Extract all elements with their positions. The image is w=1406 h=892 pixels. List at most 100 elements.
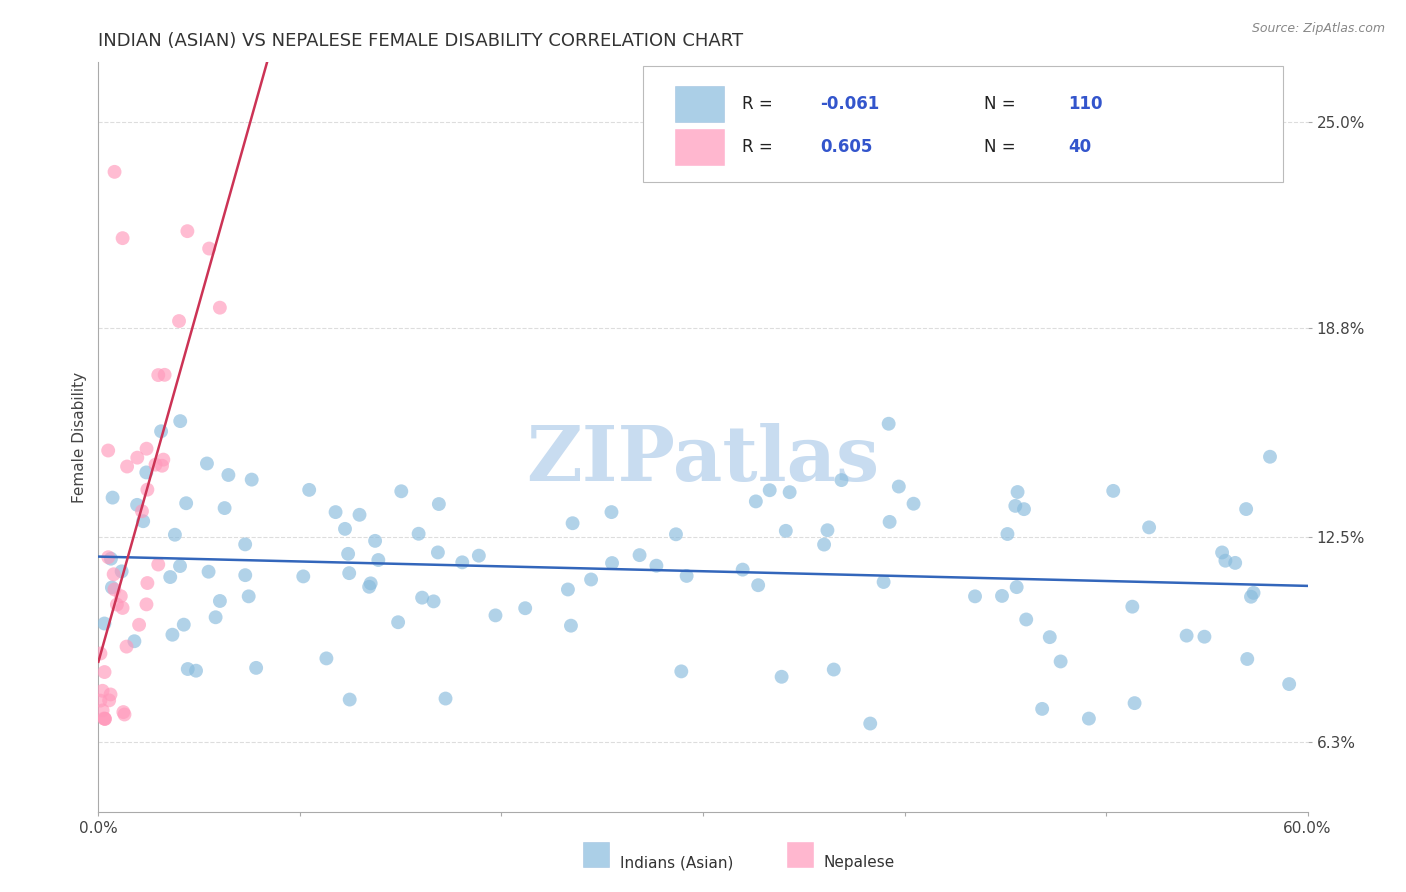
Point: [136, 576, 159, 591]
Point: [135, 466, 157, 480]
Point: [1175, 629, 1198, 643]
Point: [292, 569, 315, 583]
Point: [1194, 630, 1216, 644]
Point: [97, 443, 120, 458]
Point: [208, 594, 231, 608]
Point: [111, 231, 134, 245]
Point: [103, 165, 125, 179]
Text: 0.605: 0.605: [820, 138, 873, 156]
Point: [128, 617, 150, 632]
Point: [101, 491, 124, 505]
Point: [114, 707, 136, 722]
Point: [169, 559, 191, 574]
Point: [665, 527, 688, 541]
Point: [877, 417, 900, 431]
Point: [214, 501, 236, 516]
Text: 40: 40: [1069, 138, 1091, 156]
FancyBboxPatch shape: [675, 87, 724, 122]
Point: [887, 479, 910, 493]
Point: [775, 524, 797, 538]
Point: [93, 665, 115, 679]
Point: [675, 569, 697, 583]
Point: [89, 647, 111, 661]
Text: Source: ZipAtlas.com: Source: ZipAtlas.com: [1251, 22, 1385, 36]
Point: [177, 662, 200, 676]
Point: [162, 628, 184, 642]
Point: [1215, 554, 1237, 568]
Point: [817, 523, 839, 537]
Text: -0.061: -0.061: [820, 95, 880, 113]
Point: [184, 664, 207, 678]
Point: [94, 712, 117, 726]
Point: [1236, 652, 1258, 666]
Point: [93, 711, 115, 725]
Point: [339, 692, 361, 706]
Point: [115, 640, 138, 654]
Point: [100, 688, 122, 702]
Point: [127, 450, 149, 465]
Point: [1039, 630, 1062, 644]
Point: [337, 547, 360, 561]
Point: [94, 712, 117, 726]
Point: [333, 522, 356, 536]
Point: [240, 473, 263, 487]
Text: N =: N =: [984, 95, 1021, 113]
Point: [872, 574, 894, 589]
Point: [110, 589, 132, 603]
Point: [233, 568, 256, 582]
Point: [359, 580, 381, 594]
Point: [561, 516, 583, 531]
Text: Indians (Asian): Indians (Asian): [620, 855, 734, 870]
Point: [1121, 599, 1143, 614]
Point: [103, 582, 125, 597]
Point: [991, 589, 1014, 603]
Text: Nepalese: Nepalese: [824, 855, 896, 870]
Point: [451, 555, 474, 569]
Point: [100, 551, 122, 566]
Point: [560, 618, 582, 632]
Point: [325, 505, 347, 519]
Point: [97, 550, 120, 565]
Point: [115, 459, 138, 474]
Point: [1102, 483, 1125, 498]
Point: [364, 533, 387, 548]
Point: [1012, 502, 1035, 516]
Point: [148, 368, 170, 382]
Point: [132, 514, 155, 528]
Point: [468, 549, 491, 563]
Point: [426, 545, 449, 559]
Point: [163, 527, 186, 541]
Point: [360, 576, 382, 591]
Point: [208, 301, 231, 315]
Point: [101, 581, 124, 595]
Point: [103, 567, 125, 582]
Point: [337, 566, 360, 581]
Point: [859, 716, 882, 731]
Point: [1007, 485, 1029, 500]
Point: [349, 508, 371, 522]
Point: [204, 610, 226, 624]
Point: [557, 582, 579, 597]
Point: [197, 565, 219, 579]
Point: [145, 458, 167, 472]
Point: [830, 473, 852, 487]
Point: [387, 615, 409, 630]
Point: [1005, 580, 1028, 594]
Point: [903, 497, 925, 511]
Point: [823, 663, 845, 677]
Point: [1123, 696, 1146, 710]
Point: [645, 558, 668, 573]
Point: [813, 538, 835, 552]
Point: [1240, 590, 1263, 604]
Point: [159, 570, 181, 584]
Point: [997, 527, 1019, 541]
Point: [124, 634, 146, 648]
Text: R =: R =: [742, 95, 778, 113]
Point: [112, 705, 135, 719]
Point: [131, 504, 153, 518]
Point: [422, 594, 444, 608]
Point: [176, 224, 198, 238]
Point: [91, 683, 114, 698]
Point: [600, 556, 623, 570]
Point: [1211, 545, 1233, 559]
